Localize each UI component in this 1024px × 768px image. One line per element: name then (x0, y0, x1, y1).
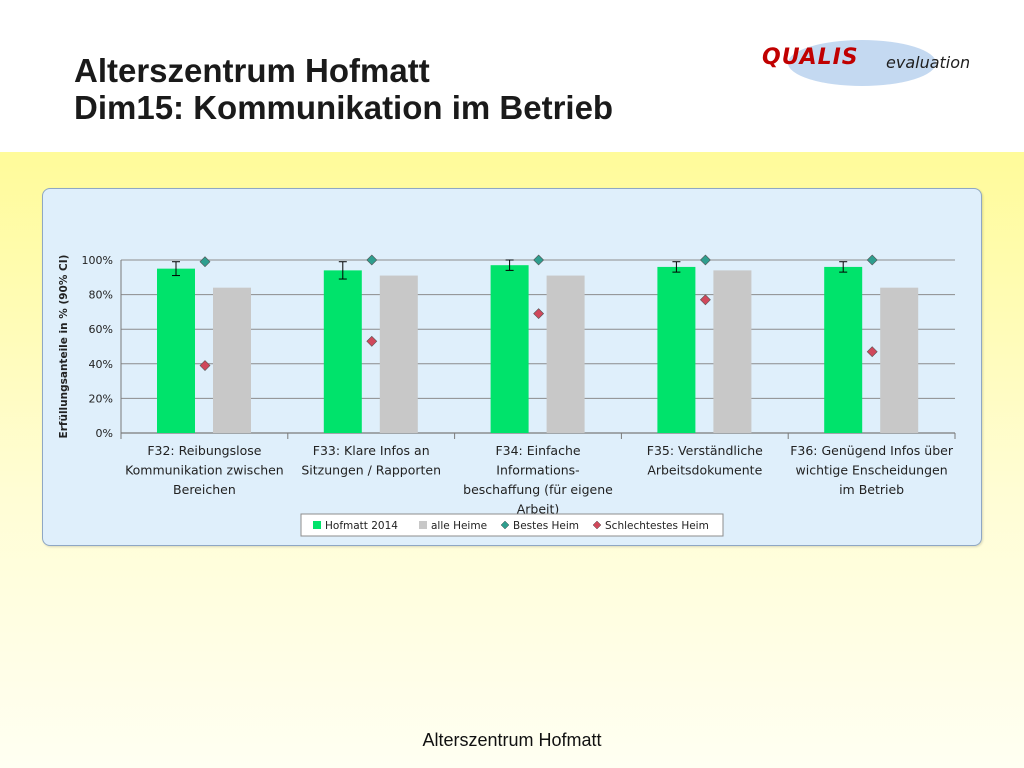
qualis-logo: QUALIS evaluation (756, 36, 996, 88)
x-tick-label-line: F32: Reibungslose (147, 443, 261, 458)
x-tick-label: F36: Genügend Infos über wichtige Enschei… (790, 443, 954, 497)
marker-schlechtestes-heim (699, 294, 711, 306)
x-tick-label-line: Informations- (496, 463, 579, 478)
y-tick-label: 0% (96, 427, 113, 440)
legend-swatch (500, 520, 510, 530)
x-tick-label-line: F35: Verständliche (647, 443, 763, 458)
marker-schlechtestes-heim (533, 308, 545, 320)
marker-bestes-heim (199, 256, 211, 268)
title-line-2: Dim15: Kommunikation im Betrieb (74, 89, 614, 126)
legend-label: Hofmatt 2014 (325, 520, 398, 532)
bar-alle-heime (713, 270, 752, 433)
bar-hofmatt (657, 266, 696, 433)
legend-swatch (592, 520, 602, 530)
x-tick-label: F34: Einfache Informations-beschaffung (f… (463, 443, 613, 517)
legend-swatch (313, 521, 321, 529)
x-tick-label-line: beschaffung (für eigene (463, 482, 613, 497)
bar-hofmatt (323, 270, 362, 433)
x-tick-label: F33: Klare Infos an Sitzungen / Rapporten (301, 443, 441, 478)
bar-alle-heime (379, 275, 418, 433)
title-line-1: Alterszentrum Hofmatt (74, 52, 430, 89)
legend-label: Bestes Heim (513, 520, 579, 532)
marker-schlechtestes-heim (366, 335, 378, 347)
legend-box (300, 513, 724, 537)
y-axis-label: Erfüllungsanteile in % (90% CI) (58, 255, 70, 439)
x-tick-label-line: Sitzungen / Rapporten (301, 463, 441, 478)
page-title: Alterszentrum Hofmatt Dim15: Kommunikati… (74, 52, 613, 126)
chart-panel: 0% 20% 40% 60% 80% 100% Erfüllungsanteile in %… (42, 188, 982, 546)
x-tick-label: F35: Verständliche Arbeitsdokumente (647, 443, 763, 478)
marker-bestes-heim (366, 254, 378, 266)
marker-bestes-heim (533, 254, 545, 266)
legend-label: Schlechtestes Heim (605, 520, 709, 532)
logo-brand: QUALIS (762, 45, 859, 70)
y-tick-label: 80% (89, 289, 113, 302)
y-tick-label: 100% (82, 254, 113, 267)
logo-subtitle: evaluation (886, 53, 971, 72)
x-tick-label-line: im Betrieb (839, 482, 904, 497)
bar-hofmatt (824, 266, 863, 433)
marker-schlechtestes-heim (866, 346, 878, 358)
footer-text: Alterszentrum Hofmatt (422, 730, 602, 750)
y-tick-label: 60% (89, 323, 113, 336)
y-tick-label: 20% (89, 392, 113, 405)
bar-alle-heime (546, 275, 585, 433)
x-tick-label-line: Arbeitsdokumente (647, 463, 762, 478)
legend-label: alle Heime (431, 520, 487, 532)
bar-alle-heime (880, 287, 919, 433)
marker-bestes-heim (866, 254, 878, 266)
x-tick-label-line: F33: Klare Infos an (313, 443, 430, 458)
marker-bestes-heim (699, 254, 711, 266)
x-tick-label-line: Bereichen (173, 482, 236, 497)
bar-hofmatt (157, 268, 195, 433)
marker-schlechtestes-heim (199, 360, 211, 371)
x-tick-label-line: F36: Genügend Infos über (790, 443, 954, 458)
x-tick-label-line: wichtige Enscheidungen (796, 463, 948, 478)
x-tick-label-line: Arbeit) (517, 502, 560, 517)
logo-ellipse (788, 40, 936, 86)
x-tick-label-line: Kommunikation zwischen (125, 463, 284, 478)
bar-alle-heime (213, 287, 251, 433)
x-tick-label-line: F34: Einfache (495, 443, 580, 458)
y-tick-label: 40% (89, 358, 113, 371)
legend-swatch (419, 521, 427, 529)
x-tick-label: F32: Reibungslose Kommunikation zwischen B… (125, 443, 284, 497)
bar-hofmatt (490, 265, 529, 433)
bar-chart: 0% 20% 40% 60% 80% 100% Erfüllungsanteile in %… (58, 254, 956, 537)
